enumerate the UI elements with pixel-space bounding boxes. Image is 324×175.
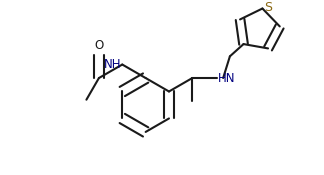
- Text: S: S: [264, 1, 272, 14]
- Text: O: O: [94, 39, 104, 52]
- Text: HN: HN: [218, 72, 236, 85]
- Text: NH: NH: [104, 58, 121, 71]
